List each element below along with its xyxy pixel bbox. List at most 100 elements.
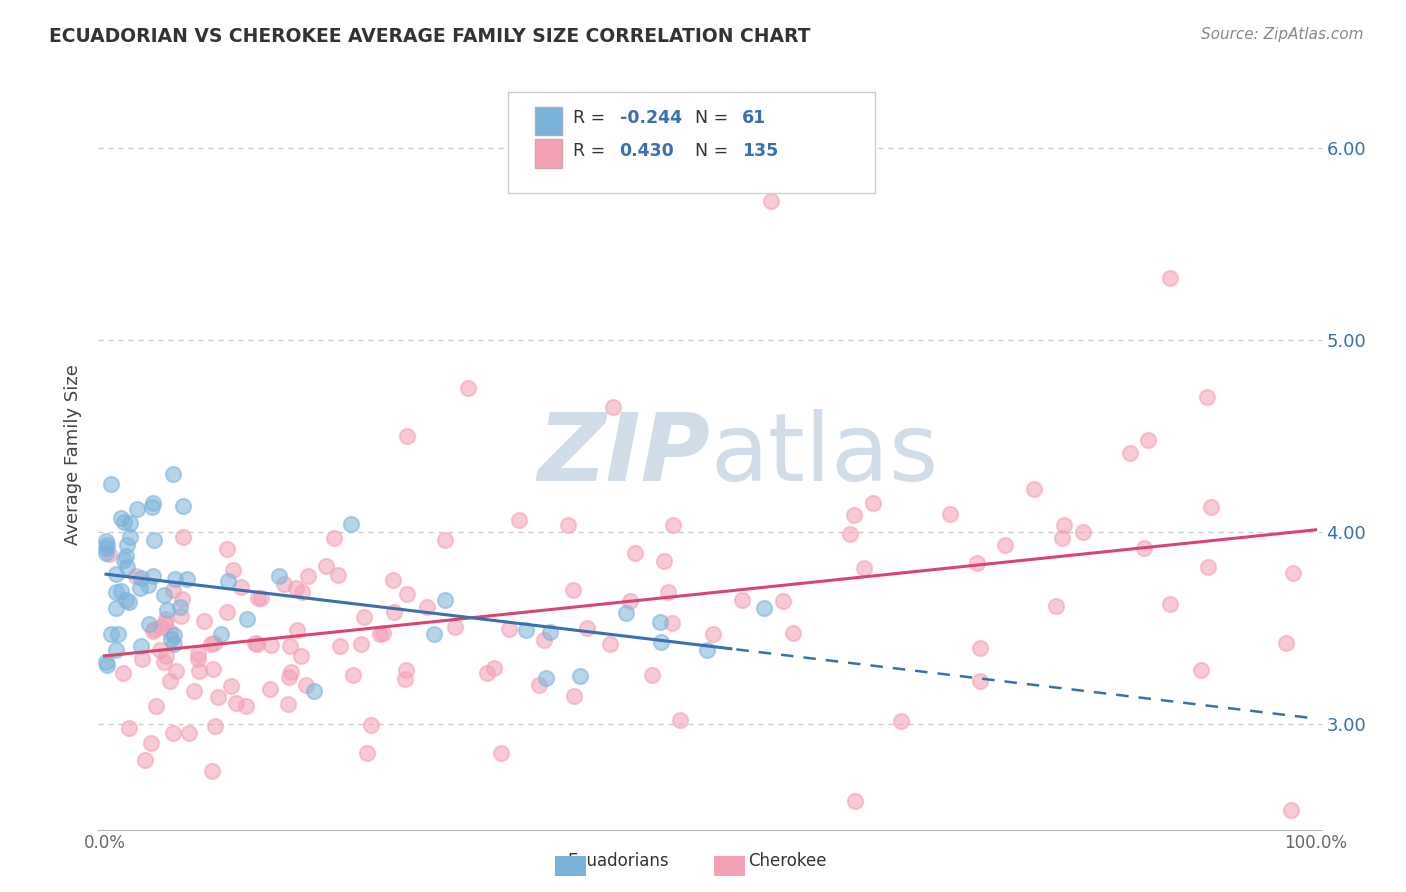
- Point: [129, 581, 152, 595]
- Point: [782, 625, 804, 640]
- Point: [340, 516, 363, 531]
- Text: ZIP: ZIP: [537, 409, 710, 501]
- Point: [162, 467, 184, 482]
- Text: ECUADORIAN VS CHEROKEE AVERAGE FAMILY SIZE CORRELATION CHART: ECUADORIAN VS CHEROKEE AVERAGE FAMILY SI…: [49, 27, 811, 45]
- Point: [159, 673, 181, 688]
- Point: [416, 600, 439, 615]
- Point: [853, 561, 876, 575]
- Point: [118, 721, 141, 735]
- Point: [96, 658, 118, 673]
- Point: [100, 627, 122, 641]
- Point: [752, 601, 775, 615]
- Point: [115, 538, 138, 552]
- Point: [533, 633, 555, 648]
- Point: [280, 665, 302, 679]
- Point: [112, 552, 135, 566]
- Point: [246, 591, 269, 605]
- Point: [356, 746, 378, 760]
- Point: [141, 736, 163, 750]
- Text: N =: N =: [696, 143, 734, 161]
- Point: [443, 620, 465, 634]
- Point: [396, 428, 419, 442]
- Point: [1071, 525, 1094, 540]
- Point: [176, 572, 198, 586]
- Point: [170, 592, 193, 607]
- Point: [172, 499, 194, 513]
- Point: [844, 508, 866, 523]
- Point: [323, 531, 346, 545]
- Point: [153, 616, 176, 631]
- Point: [94, 655, 117, 669]
- Point: [302, 684, 325, 698]
- Point: [360, 718, 382, 732]
- Point: [696, 642, 718, 657]
- Point: [648, 615, 671, 630]
- Point: [759, 194, 782, 209]
- Point: [156, 603, 179, 617]
- Point: [370, 627, 392, 641]
- Point: [277, 698, 299, 712]
- Point: [153, 588, 176, 602]
- Point: [278, 639, 301, 653]
- Point: [94, 546, 117, 560]
- Text: 61: 61: [742, 109, 766, 127]
- Point: [285, 624, 308, 638]
- Point: [217, 541, 239, 556]
- Point: [245, 636, 267, 650]
- Point: [1199, 500, 1222, 515]
- Point: [172, 530, 194, 544]
- Point: [529, 678, 551, 692]
- Point: [1189, 664, 1212, 678]
- Point: [104, 585, 127, 599]
- Point: [650, 635, 672, 649]
- Point: [1119, 446, 1142, 460]
- Point: [105, 600, 128, 615]
- Point: [1159, 271, 1181, 285]
- Point: [969, 673, 991, 688]
- Point: [165, 665, 187, 679]
- Point: [110, 583, 132, 598]
- Point: [138, 578, 160, 592]
- Text: Ecuadorians: Ecuadorians: [568, 852, 669, 870]
- Point: [129, 640, 152, 654]
- Point: [515, 623, 537, 637]
- Point: [183, 684, 205, 698]
- FancyBboxPatch shape: [508, 92, 875, 193]
- Text: Source: ZipAtlas.com: Source: ZipAtlas.com: [1201, 27, 1364, 42]
- Point: [772, 593, 794, 607]
- Point: [315, 558, 337, 573]
- Point: [890, 714, 912, 728]
- Point: [536, 671, 558, 685]
- FancyBboxPatch shape: [536, 106, 562, 135]
- Point: [423, 627, 446, 641]
- Point: [329, 639, 352, 653]
- Point: [217, 605, 239, 619]
- Point: [207, 690, 229, 704]
- Point: [498, 622, 520, 636]
- Point: [1133, 541, 1156, 555]
- Point: [104, 643, 127, 657]
- Point: [145, 699, 167, 714]
- Point: [966, 556, 988, 570]
- Point: [641, 668, 664, 682]
- Point: [225, 696, 247, 710]
- Point: [382, 574, 405, 588]
- Text: 135: 135: [742, 143, 778, 161]
- Point: [602, 400, 624, 414]
- Point: [350, 637, 373, 651]
- Point: [557, 518, 579, 533]
- Point: [111, 666, 134, 681]
- Point: [142, 624, 165, 638]
- Point: [433, 533, 456, 547]
- Point: [326, 567, 349, 582]
- Point: [564, 690, 586, 704]
- Point: [159, 632, 181, 646]
- Point: [1274, 636, 1296, 650]
- Text: atlas: atlas: [710, 409, 938, 501]
- Text: R =: R =: [574, 109, 610, 127]
- Point: [152, 655, 174, 669]
- Point: [661, 615, 683, 630]
- Point: [143, 622, 166, 636]
- Point: [129, 571, 152, 585]
- Point: [96, 538, 118, 552]
